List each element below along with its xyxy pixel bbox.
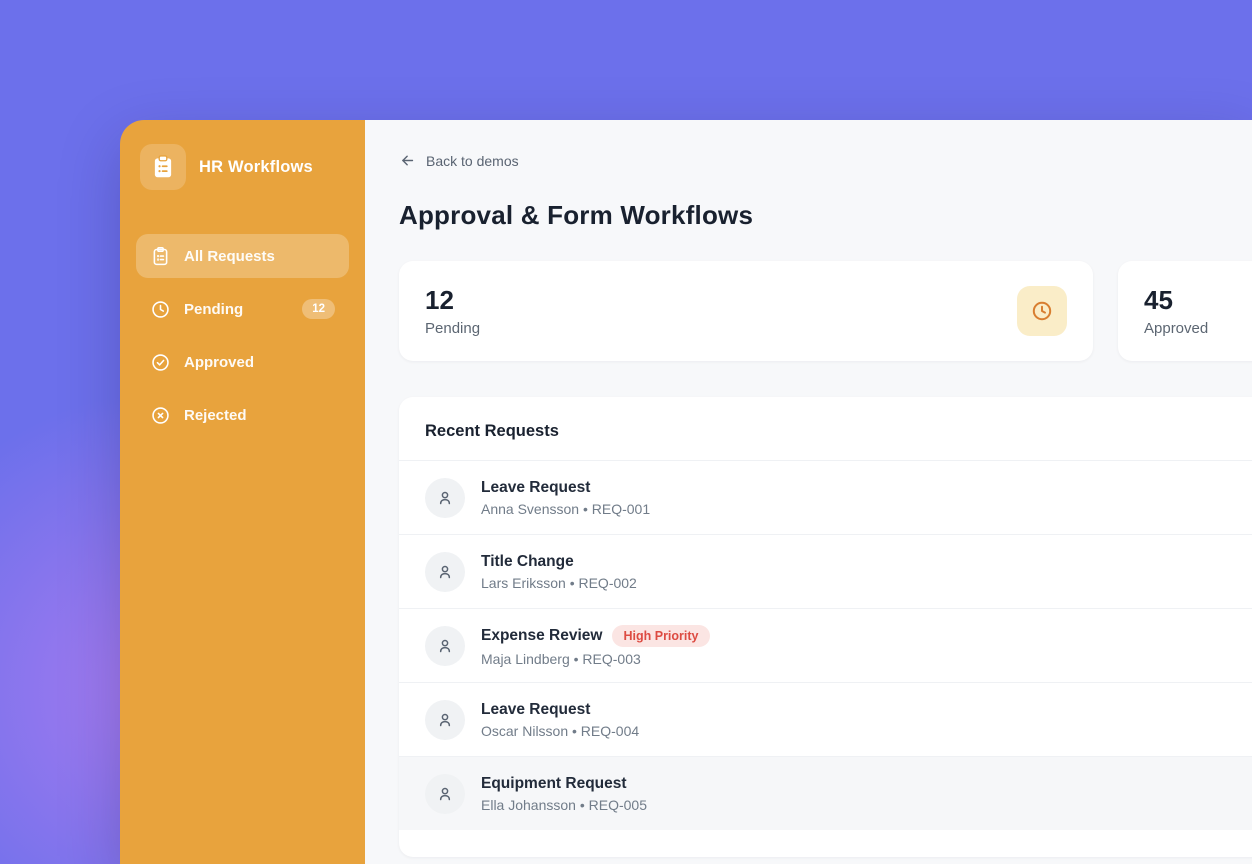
- request-title: Expense Review: [481, 626, 603, 644]
- pending-stat-value: 12: [425, 285, 454, 315]
- request-title: Leave Request: [481, 700, 591, 718]
- request-row-req-004[interactable]: Leave Request Oscar Nilsson • REQ-004: [399, 682, 1252, 756]
- request-text: Title Change Lars Eriksson • REQ-002: [481, 553, 637, 591]
- sidebar-item-pending[interactable]: Pending 12: [136, 287, 349, 331]
- request-title: Leave Request: [481, 478, 591, 496]
- sidebar-item-all-requests[interactable]: All Requests: [136, 234, 349, 278]
- back-link-label: Back to demos: [426, 152, 519, 169]
- request-row-req-003[interactable]: Expense Review High Priority Maja Lindbe…: [399, 608, 1252, 682]
- stat-card-pending: 12 Pending: [399, 261, 1093, 361]
- recent-requests-card: Recent Requests Leave Request Anna Svens…: [399, 397, 1252, 857]
- request-subtitle: Oscar Nilsson • REQ-004: [481, 722, 640, 739]
- arrow-left-icon: [399, 152, 416, 169]
- request-title: Title Change: [481, 552, 574, 570]
- avatar: [425, 699, 465, 740]
- sidebar-item-approved[interactable]: Approved: [136, 340, 349, 384]
- sidebar-nav: All Requests Pending 12: [136, 234, 349, 437]
- pending-stat-label: Pending: [425, 320, 481, 337]
- sidebar-item-rejected[interactable]: Rejected: [136, 393, 349, 437]
- clipboard-icon: [150, 246, 171, 267]
- page-title: Approval & Form Workflows: [399, 200, 754, 230]
- high-priority-badge: High Priority: [612, 624, 710, 647]
- sidebar-item-label: Pending: [184, 300, 244, 318]
- clock-icon: [1017, 286, 1067, 336]
- request-text: Expense Review High Priority Maja Lindbe…: [481, 624, 710, 667]
- request-text: Leave Request Anna Svensson • REQ-001: [481, 479, 650, 517]
- request-row-req-005[interactable]: Equipment Request Ella Johansson • REQ-0…: [399, 756, 1252, 830]
- approved-stat-value: 45: [1144, 285, 1173, 315]
- x-circle-icon: [150, 405, 171, 426]
- request-subtitle: Lars Eriksson • REQ-002: [481, 574, 637, 591]
- request-subtitle: Ella Johansson • REQ-005: [481, 796, 647, 813]
- clock-icon: [150, 299, 171, 320]
- request-subtitle: Anna Svensson • REQ-001: [481, 500, 651, 517]
- avatar: [425, 773, 465, 814]
- hr-workflows-logo-icon: [140, 144, 186, 190]
- avatar: [425, 551, 465, 592]
- main-content: Back to demos Approval & Form Workflows …: [365, 120, 1252, 864]
- pending-count-badge: 12: [302, 299, 335, 319]
- request-title: Equipment Request: [481, 774, 627, 792]
- check-circle-icon: [150, 352, 171, 373]
- avatar: [425, 625, 465, 666]
- stat-text: 45 Approved: [1144, 285, 1208, 337]
- recent-requests-title: Recent Requests: [425, 422, 559, 440]
- sidebar-item-label: Approved: [184, 353, 255, 371]
- brand: HR Workflows: [136, 142, 349, 192]
- app-window: HR Workflows All Requests: [120, 120, 1252, 864]
- sidebar: HR Workflows All Requests: [120, 120, 365, 864]
- request-row-req-002[interactable]: Title Change Lars Eriksson • REQ-002: [399, 534, 1252, 608]
- stat-card-approved: 45 Approved: [1118, 261, 1252, 361]
- request-text: Equipment Request Ella Johansson • REQ-0…: [481, 775, 647, 813]
- request-text: Leave Request Oscar Nilsson • REQ-004: [481, 701, 639, 739]
- sidebar-item-label: Rejected: [184, 406, 247, 424]
- app-title: HR Workflows: [199, 157, 313, 176]
- approved-stat-label: Approved: [1144, 320, 1209, 337]
- request-subtitle: Maja Lindberg • REQ-003: [481, 650, 641, 667]
- stats-row: 12 Pending 45 Approved: [399, 261, 1252, 361]
- avatar: [425, 477, 465, 518]
- sidebar-item-label: All Requests: [184, 247, 275, 265]
- request-row-req-001[interactable]: Leave Request Anna Svensson • REQ-001: [399, 460, 1252, 534]
- stat-text: 12 Pending: [425, 285, 480, 337]
- back-to-demos-link[interactable]: Back to demos: [399, 152, 519, 169]
